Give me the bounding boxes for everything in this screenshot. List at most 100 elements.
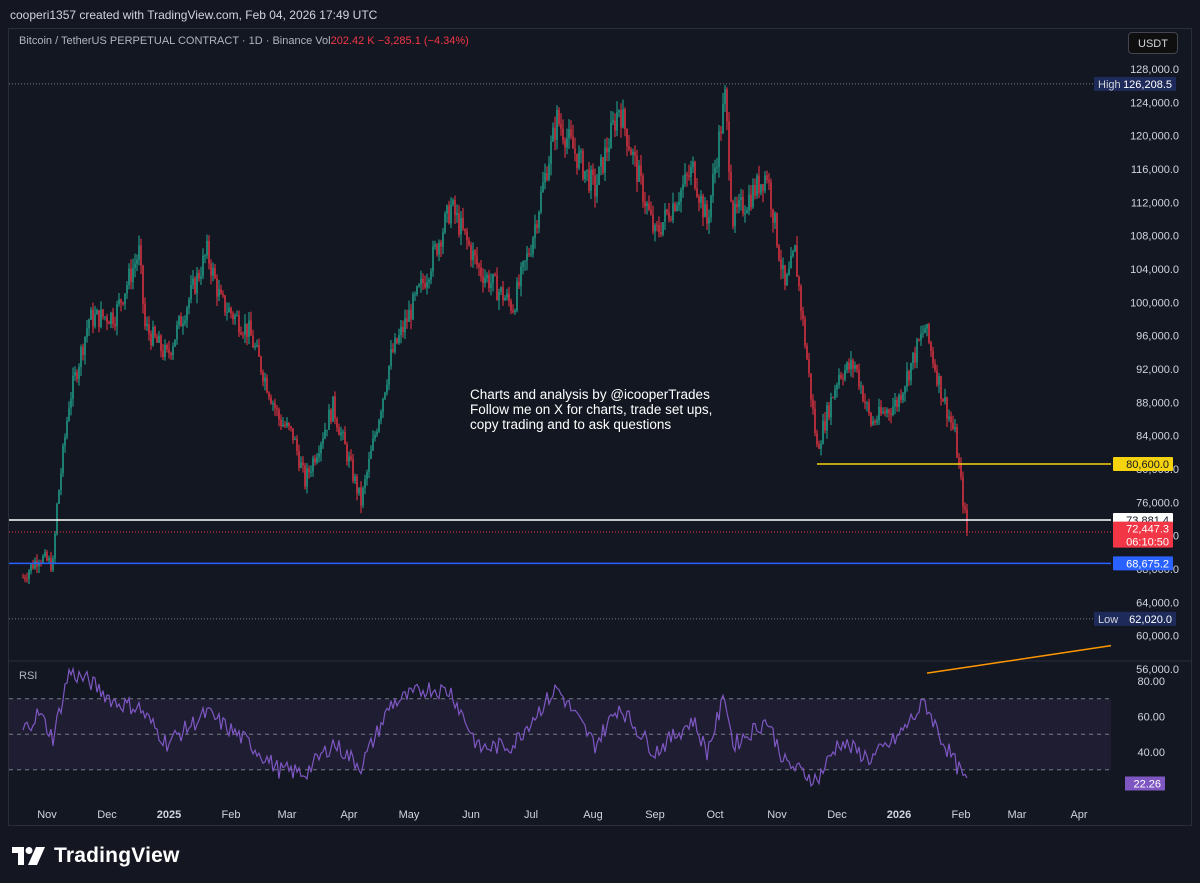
candle-body [228, 308, 230, 313]
candle-body [152, 326, 154, 346]
candle-body [192, 278, 194, 285]
candle-body [576, 153, 578, 168]
candle-body [274, 403, 276, 409]
candle-body [146, 324, 148, 327]
candle-body [44, 552, 46, 557]
candle-body [696, 188, 698, 197]
candle-body [98, 310, 100, 327]
price-tick-label: 56,000.0 [1136, 664, 1179, 676]
candle-body [178, 316, 180, 326]
candle-body [690, 167, 692, 177]
candle-body [894, 399, 896, 407]
candle-body [210, 263, 212, 276]
candle-body [466, 231, 468, 241]
candle-body [114, 324, 116, 327]
price-tick-label: 108,000.0 [1130, 231, 1179, 243]
candle-body [284, 424, 286, 427]
candle-body [496, 275, 498, 301]
candle-body [100, 309, 102, 327]
candle-body [826, 405, 828, 431]
candle-body [924, 328, 926, 333]
candle-body [468, 240, 470, 245]
candle-body [520, 267, 522, 287]
candle-body [642, 175, 644, 203]
candle-body [606, 147, 608, 153]
price-chart[interactable]: 56,000.060,000.064,000.068,000.072,000.0… [9, 29, 1192, 826]
price-tick-label: 128,000.0 [1130, 64, 1179, 76]
candle-body [188, 299, 190, 309]
candle-body [444, 213, 446, 233]
low-badge-bg [1094, 611, 1176, 626]
candle-body [490, 282, 492, 288]
candle-body [794, 245, 796, 252]
candle-body [288, 422, 290, 427]
candle-body [70, 398, 72, 408]
candle-body [706, 204, 708, 224]
high-badge-label: High [1098, 79, 1121, 91]
candle-body [908, 371, 910, 381]
chart-frame[interactable]: Bitcoin / TetherUS PERPETUAL CONTRACT · … [8, 28, 1192, 826]
candle-body [728, 121, 730, 172]
candle-body [348, 456, 350, 462]
candle-body [848, 362, 850, 370]
candle-body [854, 365, 856, 369]
candle-body [352, 459, 354, 481]
candle-body [842, 378, 844, 380]
candle-body [536, 224, 538, 228]
note-line-3: copy trading and to ask questions [470, 417, 672, 432]
candle-body [60, 473, 62, 491]
candle-body [896, 399, 898, 407]
candle-body [296, 438, 298, 452]
candle-body [82, 347, 84, 355]
candle-body [88, 319, 90, 329]
candle-body [424, 283, 426, 288]
candle-body [84, 336, 86, 355]
candle-body [946, 397, 948, 419]
candle-body [830, 397, 832, 418]
low-badge-label: Low [1098, 614, 1118, 626]
candle-body [456, 213, 458, 216]
candle-body [360, 487, 362, 506]
candle-body [412, 294, 414, 320]
candle-body [628, 146, 630, 150]
candle-body [798, 276, 800, 287]
candle-body [440, 242, 442, 247]
candle-body [686, 174, 688, 176]
candle-body [342, 431, 344, 433]
candle-body [620, 110, 622, 128]
candle-body [354, 476, 356, 481]
time-tick-label: May [399, 809, 420, 821]
candle-body [738, 199, 740, 208]
candle-body [436, 244, 438, 255]
candle-body [636, 155, 638, 182]
candle-body [308, 468, 310, 473]
candle-body [594, 175, 596, 197]
candle-body [494, 274, 496, 276]
currency-button[interactable]: USDT [1128, 32, 1178, 54]
candle-body [540, 191, 542, 213]
candle-body [258, 345, 260, 357]
candle-body [80, 347, 82, 367]
candle-body [234, 315, 236, 320]
candle-body [574, 148, 576, 154]
candle-body [374, 434, 376, 439]
candle-body [336, 418, 338, 428]
candle-body [462, 217, 464, 229]
candle-body [780, 259, 782, 270]
candle-body [516, 281, 518, 311]
candle-body [684, 174, 686, 185]
candle-body [388, 365, 390, 385]
candle-body [26, 578, 28, 580]
time-tick-label: Apr [340, 809, 357, 821]
candle-body [860, 386, 862, 388]
price-tick-label: 96,000.0 [1136, 331, 1179, 343]
candle-body [310, 471, 312, 473]
candle-body [922, 332, 924, 334]
candle-body [214, 267, 216, 279]
candle-body [806, 345, 808, 360]
candle-body [68, 407, 70, 421]
candle-body [478, 264, 480, 268]
candle-body [822, 420, 824, 444]
candle-body [142, 265, 144, 304]
candle-body [402, 326, 404, 333]
